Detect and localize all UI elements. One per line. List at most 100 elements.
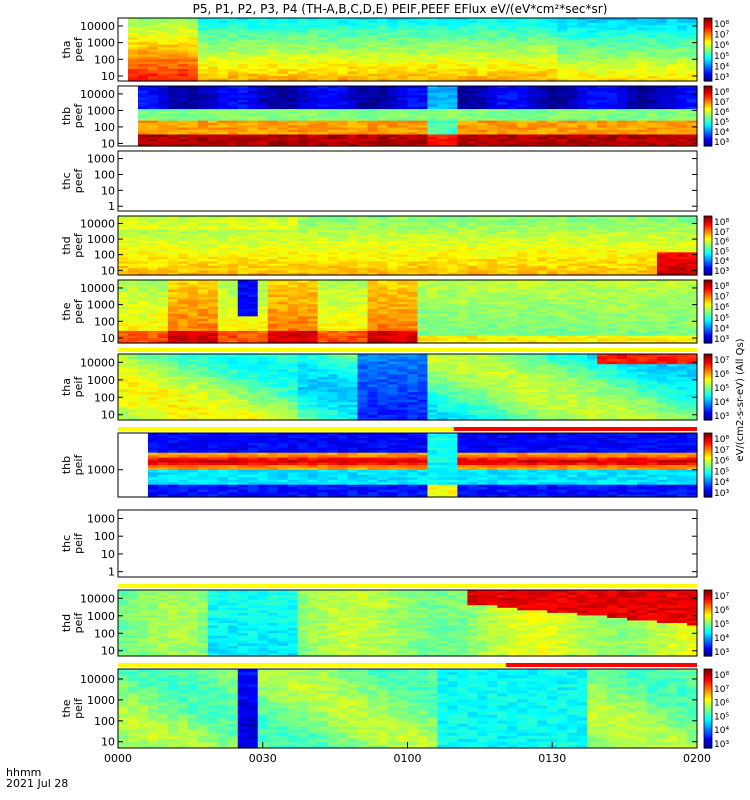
heatmap-cell bbox=[187, 120, 199, 124]
heatmap-cell bbox=[557, 51, 568, 55]
heatmap-cell bbox=[417, 27, 429, 31]
heatmap-cell bbox=[177, 68, 189, 72]
heatmap-cell bbox=[247, 99, 259, 103]
heatmap-cell bbox=[137, 316, 149, 320]
heatmap-cell bbox=[187, 284, 199, 288]
heatmap-cell bbox=[327, 59, 339, 63]
heatmap-cell bbox=[297, 229, 309, 233]
heatmap-cell bbox=[477, 39, 488, 43]
heatmap-cell bbox=[607, 102, 618, 106]
heatmap-cell bbox=[457, 111, 468, 115]
heatmap-cell bbox=[237, 44, 249, 48]
heatmap-cell bbox=[267, 238, 279, 242]
heatmap-cell bbox=[537, 111, 548, 115]
heatmap-cell bbox=[667, 66, 678, 70]
heatmap-cell bbox=[497, 34, 508, 38]
heatmap-cell bbox=[607, 270, 618, 274]
heatmap-cell bbox=[147, 30, 159, 34]
heatmap-cell bbox=[397, 268, 409, 272]
heatmap-cell bbox=[587, 113, 598, 117]
heatmap-cell bbox=[457, 54, 468, 58]
heatmap-cell bbox=[217, 252, 229, 256]
heatmap-cell bbox=[147, 66, 159, 70]
heatmap-cell bbox=[457, 106, 468, 110]
heatmap-cell bbox=[547, 268, 558, 272]
colorbar-step bbox=[704, 245, 712, 248]
heatmap-cell bbox=[317, 49, 329, 53]
heatmap-cell bbox=[267, 120, 279, 124]
heatmap-cell bbox=[607, 256, 618, 260]
heatmap-cell bbox=[647, 20, 658, 24]
heatmap-cell bbox=[147, 326, 159, 330]
heatmap-cell bbox=[397, 30, 409, 34]
heatmap-cell bbox=[547, 231, 558, 235]
heatmap-cell bbox=[157, 261, 169, 265]
heatmap-cell bbox=[677, 125, 688, 129]
heatmap-cell bbox=[217, 141, 229, 145]
heatmap-cell bbox=[567, 104, 578, 108]
heatmap-cell bbox=[517, 256, 528, 260]
heatmap-cell bbox=[277, 66, 289, 70]
heatmap-cell bbox=[237, 245, 249, 249]
heatmap-cell bbox=[387, 30, 399, 34]
heatmap-cell bbox=[487, 231, 498, 235]
heatmap-cell bbox=[167, 301, 179, 305]
heatmap-cell bbox=[267, 268, 279, 272]
heatmap-cell bbox=[607, 59, 618, 63]
heatmap-cell bbox=[677, 254, 688, 258]
heatmap-cell bbox=[237, 104, 249, 108]
colorbar-step bbox=[704, 134, 712, 137]
heatmap-cell bbox=[647, 56, 658, 60]
heatmap-cell bbox=[427, 118, 439, 122]
heatmap-cell bbox=[297, 111, 309, 115]
heatmap-cell bbox=[137, 218, 149, 222]
heatmap-cell bbox=[147, 95, 159, 99]
heatmap-cell bbox=[447, 122, 459, 126]
heatmap-cell bbox=[637, 227, 648, 231]
heatmap-cell bbox=[137, 261, 149, 265]
heatmap-cell bbox=[217, 25, 229, 29]
heatmap-cell bbox=[437, 73, 449, 77]
heatmap-cell bbox=[497, 109, 508, 112]
heatmap-cell bbox=[567, 252, 578, 256]
colorbar-step bbox=[704, 36, 712, 40]
heatmap-cell bbox=[497, 265, 508, 269]
heatmap-cell bbox=[227, 238, 239, 242]
heatmap-cell bbox=[577, 104, 588, 108]
heatmap-cell bbox=[547, 25, 558, 29]
heatmap-cell bbox=[377, 30, 389, 34]
heatmap-cell bbox=[567, 111, 578, 115]
heatmap-cell bbox=[597, 49, 608, 53]
heatmap-cell bbox=[197, 272, 209, 276]
heatmap-cell bbox=[477, 64, 488, 68]
panel-frame bbox=[117, 150, 698, 212]
heatmap-cell bbox=[607, 234, 618, 238]
heatmap-cell bbox=[637, 95, 648, 99]
heatmap-cell bbox=[387, 263, 399, 267]
heatmap-cell bbox=[267, 66, 279, 70]
heatmap-cell bbox=[347, 20, 359, 24]
heatmap-cell bbox=[547, 247, 558, 251]
heatmap-cell bbox=[157, 333, 169, 337]
heatmap-cell bbox=[367, 27, 379, 31]
heatmap-cell bbox=[457, 139, 468, 142]
heatmap-cell bbox=[487, 122, 498, 126]
heatmap-cell bbox=[247, 37, 259, 41]
colorbar-step bbox=[704, 98, 712, 101]
heatmap-cell bbox=[607, 97, 618, 101]
heatmap-cell bbox=[217, 42, 229, 46]
heatmap-cell bbox=[507, 97, 518, 101]
heatmap-cell bbox=[367, 104, 379, 108]
heatmap-cell bbox=[157, 238, 169, 242]
heatmap-cell bbox=[157, 259, 169, 262]
heatmap-cell bbox=[527, 68, 538, 72]
heatmap-cell bbox=[247, 122, 259, 126]
colorbar-step bbox=[704, 47, 712, 51]
heatmap-cell bbox=[577, 268, 588, 272]
heatmap-cell bbox=[587, 222, 598, 226]
heatmap-cell bbox=[557, 90, 568, 94]
heatmap-cell bbox=[567, 218, 578, 222]
heatmap-cell bbox=[597, 265, 608, 269]
heatmap-cell bbox=[207, 56, 219, 60]
heatmap-cell bbox=[277, 234, 289, 238]
